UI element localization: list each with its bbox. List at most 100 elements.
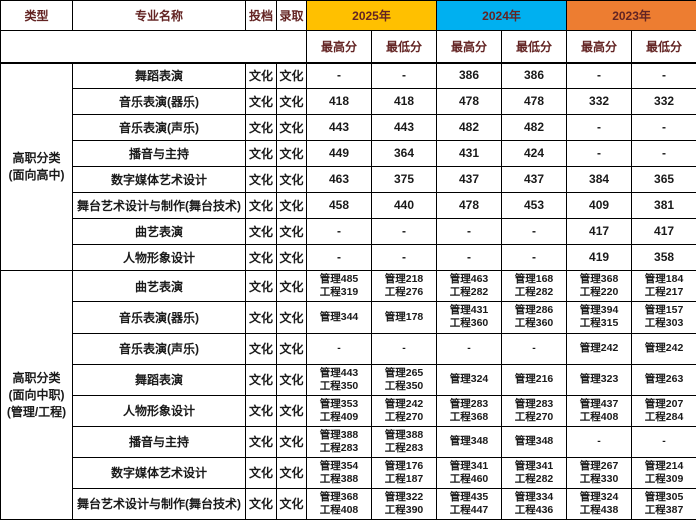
major-name: 数字媒体艺术设计 bbox=[72, 166, 246, 194]
score-line: 管理168 bbox=[514, 273, 554, 286]
score-line: - bbox=[597, 68, 602, 83]
score-cell: 418 bbox=[306, 88, 372, 116]
toudang-policy: 文化 bbox=[245, 394, 277, 427]
luqu-policy: 文化 bbox=[276, 394, 307, 427]
score-line: 工程350 bbox=[319, 379, 359, 392]
score-line: - bbox=[337, 224, 341, 239]
score-line: 工程436 bbox=[514, 503, 554, 516]
subheader-2025-low: 最低分 bbox=[370, 30, 438, 64]
score-cell: 管理283 工程270 bbox=[501, 394, 568, 427]
score-cell: 478 bbox=[501, 88, 568, 116]
header-year-2024: 2024年 bbox=[436, 0, 568, 31]
score-cell: 453 bbox=[501, 192, 568, 220]
score-line: - bbox=[467, 250, 472, 265]
score-line: 工程387 bbox=[644, 503, 684, 516]
score-cell: - bbox=[501, 332, 568, 365]
table-row: 数字媒体艺术设计 文化 文化 管理354 工程388 管理176 工程187 管理341 工程4… bbox=[1, 456, 696, 489]
luqu-policy: 文化 bbox=[276, 114, 307, 142]
score-line: - bbox=[597, 146, 602, 161]
score-cell: - bbox=[566, 61, 633, 90]
score-line: 工程409 bbox=[319, 410, 359, 423]
score-line: 364 bbox=[393, 146, 415, 161]
luqu-policy: 文化 bbox=[276, 192, 307, 220]
score-line: - bbox=[597, 435, 601, 448]
score-line: 443 bbox=[328, 120, 350, 135]
score-line: 管理178 bbox=[384, 310, 424, 323]
score-cell: - bbox=[631, 425, 696, 458]
score-line: - bbox=[467, 224, 472, 239]
score-cell: 管理354 工程388 bbox=[306, 456, 372, 489]
score-cell: 364 bbox=[370, 140, 438, 168]
score-line: 463 bbox=[328, 172, 350, 187]
score-line: 管理184 bbox=[644, 273, 684, 286]
major-name: 舞台艺术设计与制作(舞台技术) bbox=[72, 487, 246, 520]
header-empty-cell bbox=[0, 30, 307, 64]
score-cell: 管理216 bbox=[501, 363, 568, 396]
score-cell: 463 bbox=[306, 166, 372, 194]
score-cell: 332 bbox=[566, 88, 633, 116]
score-cell: 管理242 工程270 bbox=[370, 394, 438, 427]
score-line: 工程303 bbox=[644, 317, 684, 330]
score-line: 437 bbox=[459, 172, 480, 187]
score-line: 365 bbox=[654, 172, 675, 187]
score-cell: 管理176 工程187 bbox=[370, 456, 438, 489]
score-line: 管理176 bbox=[384, 459, 424, 472]
score-line: 管理267 bbox=[579, 459, 619, 472]
group-label-cell: 高职分类 (面向高中) bbox=[0, 61, 73, 272]
major-name: 舞蹈表演 bbox=[72, 61, 246, 90]
score-cell: 管理265 工程350 bbox=[370, 363, 438, 396]
score-line: 管理443 bbox=[319, 366, 359, 379]
score-cell: 482 bbox=[501, 114, 568, 142]
score-line: - bbox=[662, 435, 666, 448]
major-name: 播音与主持 bbox=[72, 140, 246, 168]
luqu-policy: 文化 bbox=[276, 363, 307, 396]
score-line: 管理324 bbox=[449, 373, 489, 386]
toudang-policy: 文化 bbox=[245, 270, 277, 303]
score-line: 工程220 bbox=[579, 286, 619, 299]
score-cell: 管理242 bbox=[631, 332, 696, 365]
luqu-policy: 文化 bbox=[276, 425, 307, 458]
score-line: 管理341 bbox=[514, 459, 554, 472]
luqu-policy: 文化 bbox=[276, 270, 307, 303]
score-line: 478 bbox=[459, 198, 480, 213]
score-line: 358 bbox=[654, 250, 675, 265]
major-name: 曲艺表演 bbox=[72, 218, 246, 246]
score-line: 管理216 bbox=[514, 373, 554, 386]
score-cell: 478 bbox=[436, 192, 503, 220]
luqu-policy: 文化 bbox=[276, 218, 307, 246]
major-name: 音乐表演(声乐) bbox=[72, 114, 246, 142]
toudang-policy: 文化 bbox=[245, 425, 277, 458]
score-line: 管理242 bbox=[579, 342, 619, 355]
score-line: 工程438 bbox=[579, 503, 619, 516]
score-cell: 管理283 工程368 bbox=[436, 394, 503, 427]
score-line: 381 bbox=[654, 198, 675, 213]
score-cell: 管理323 bbox=[566, 363, 633, 396]
score-line: 375 bbox=[393, 172, 415, 187]
score-line: - bbox=[402, 250, 406, 265]
table-row: 高职分类 (面向中职) (管理/工程) 曲艺表演 文化 文化 管理485 工程319 管理218… bbox=[0, 270, 696, 520]
score-cell: 386 bbox=[501, 61, 568, 90]
score-line: 409 bbox=[589, 198, 610, 213]
score-cell: 管理267 工程330 bbox=[566, 456, 633, 489]
table-row: 播音与主持 文化 文化 449 364 431 424- - bbox=[1, 140, 696, 168]
score-cell: 管理168 工程282 bbox=[501, 270, 568, 303]
luqu-policy: 文化 bbox=[276, 487, 307, 520]
toudang-policy: 文化 bbox=[245, 301, 277, 334]
table-row: 音乐表演(声乐) 文化 文化 - - - - 管理242 管理242 bbox=[1, 332, 696, 365]
group-label-line: 高职分类 bbox=[12, 150, 61, 165]
score-line: 工程187 bbox=[384, 472, 424, 485]
score-cell: 管理388 工程283 bbox=[370, 425, 438, 458]
score-line: - bbox=[662, 146, 667, 161]
luqu-policy: 文化 bbox=[276, 456, 307, 489]
score-cell: - bbox=[631, 61, 696, 90]
score-cell: 443 bbox=[370, 114, 438, 142]
score-line: 工程270 bbox=[514, 410, 554, 423]
score-line: 工程390 bbox=[384, 503, 424, 516]
score-line: 工程284 bbox=[644, 410, 684, 423]
header-luqu: 录取 bbox=[276, 0, 307, 31]
score-cell: 443 bbox=[306, 114, 372, 142]
score-line: 工程388 bbox=[319, 472, 359, 485]
table-row: 播音与主持 文化 文化 管理388 工程283 管理388 工程283 管理348 管理348-… bbox=[1, 425, 696, 458]
toudang-policy: 文化 bbox=[245, 61, 277, 90]
score-cell: 437 bbox=[501, 166, 568, 194]
